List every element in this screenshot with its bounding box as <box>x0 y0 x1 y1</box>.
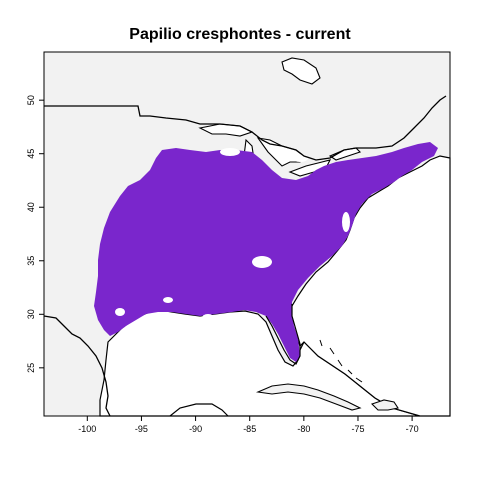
bahamas-islands <box>319 339 363 383</box>
x-axis: -100 -95 -90 -85 -80 -75 -70 <box>78 416 419 434</box>
yucatan-coast <box>169 403 229 417</box>
x-tick-label: -85 <box>243 424 256 434</box>
hudson-bay-fragment <box>281 57 321 85</box>
x-tick-label: -90 <box>189 424 202 434</box>
current-range-area <box>94 142 438 362</box>
y-tick-label: 25 <box>26 363 36 373</box>
us-mexico-border <box>43 315 111 417</box>
x-tick-label: -100 <box>78 424 96 434</box>
y-tick-label: 45 <box>26 149 36 159</box>
x-tick-label: -95 <box>135 424 148 434</box>
y-tick-label: 40 <box>26 202 36 212</box>
hispaniola-island <box>370 399 399 411</box>
y-axis: 25 30 35 40 45 50 <box>26 95 44 373</box>
map-title: Papilio cresphontes - current <box>129 26 351 43</box>
y-tick-label: 50 <box>26 95 36 105</box>
x-tick-label: -75 <box>351 424 364 434</box>
florida-outline <box>265 304 301 365</box>
x-tick-label: -70 <box>406 424 419 434</box>
us-canada-border <box>44 95 447 161</box>
y-tick-label: 30 <box>26 309 36 319</box>
range-gaps <box>115 148 350 322</box>
x-tick-label: -80 <box>297 424 310 434</box>
cuba-island <box>255 383 362 411</box>
y-tick-label: 35 <box>26 256 36 266</box>
